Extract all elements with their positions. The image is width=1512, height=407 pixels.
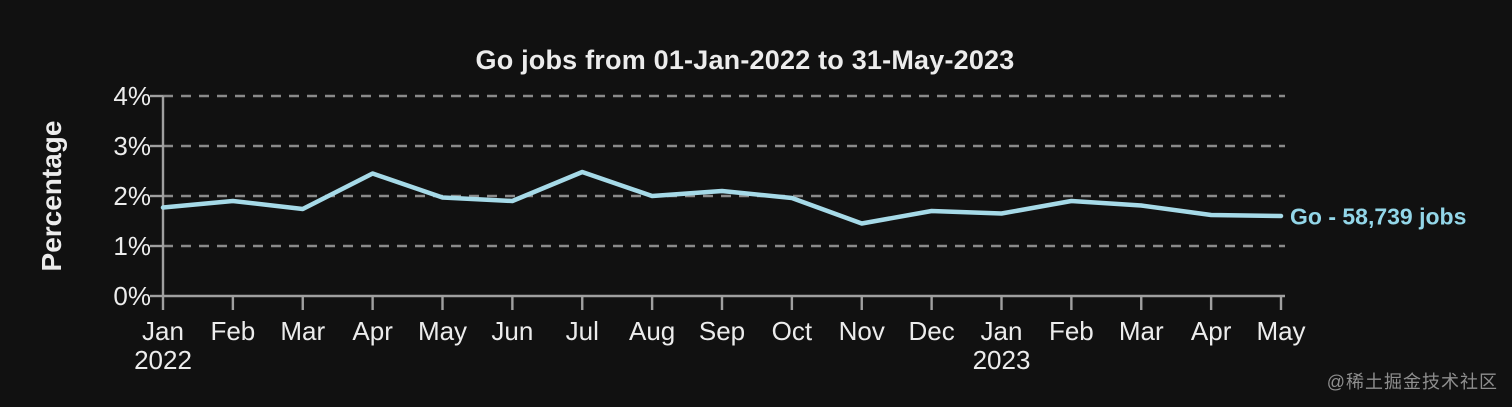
x-tick-label: Feb — [1048, 316, 1094, 346]
chart-title: Go jobs from 01-Jan-2022 to 31-May-2023 — [475, 45, 1015, 75]
x-tick-label: Dec — [908, 316, 955, 346]
x-tick-label: Apr — [352, 316, 393, 346]
x-tick-label: Oct — [771, 316, 813, 346]
x-year-label: 2023 — [972, 345, 1031, 375]
x-year-label: 2022 — [134, 345, 192, 375]
x-tick-label: Jan — [142, 316, 184, 346]
x-tick-label: Mar — [280, 316, 326, 346]
x-tick-label: Jan — [980, 316, 1023, 346]
x-tick-label: May — [417, 316, 468, 346]
y-tick-label: 0% — [113, 281, 151, 311]
watermark: @稀土掘金技术社区 — [1326, 372, 1498, 392]
series-label: Go - 58,739 jobs — [1290, 203, 1467, 230]
x-tick-label: Nov — [838, 316, 885, 346]
y-tick-label: 2% — [113, 181, 151, 211]
x-tick-label: Jun — [491, 316, 534, 346]
x-tick-label: Aug — [628, 316, 676, 346]
x-tick-label: Apr — [1190, 316, 1232, 346]
y-tick-label: 1% — [113, 231, 151, 261]
x-tick-label: May — [1256, 316, 1306, 346]
x-tick-label: Feb — [210, 316, 256, 346]
x-tick-label: Jul — [565, 316, 599, 346]
x-tick-label: Sep — [698, 316, 746, 346]
y-tick-label: 3% — [113, 131, 151, 161]
y-tick-label: 4% — [113, 81, 151, 111]
x-tick-label: Mar — [1118, 316, 1164, 346]
series-line-go — [160, 169, 1284, 226]
